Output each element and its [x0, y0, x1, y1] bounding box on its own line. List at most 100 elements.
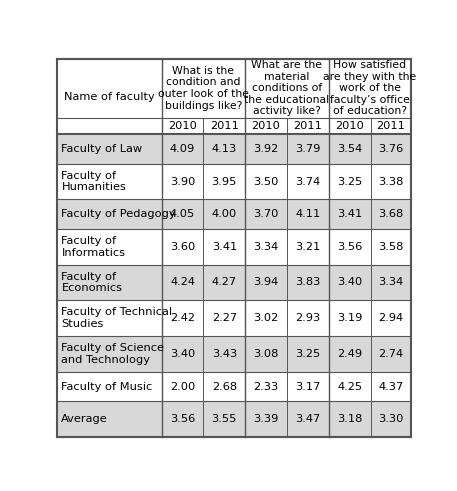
Bar	[287, 229, 329, 265]
Text: 3.55: 3.55	[212, 414, 237, 424]
Bar	[371, 199, 411, 229]
Text: 4.00: 4.00	[212, 209, 237, 219]
Text: Faculty of Technical
Studies: Faculty of Technical Studies	[61, 307, 172, 329]
Bar	[245, 59, 329, 117]
Bar	[162, 199, 203, 229]
Bar	[329, 199, 371, 229]
Bar	[329, 134, 371, 164]
Text: Average: Average	[61, 414, 108, 424]
Text: 2.68: 2.68	[212, 382, 237, 391]
Text: 3.74: 3.74	[295, 177, 320, 187]
Bar	[245, 336, 287, 372]
Text: 2.74: 2.74	[378, 349, 404, 359]
Bar	[57, 134, 411, 164]
Bar	[162, 401, 203, 437]
Bar	[329, 59, 411, 117]
Bar	[371, 300, 411, 336]
Text: 3.34: 3.34	[378, 277, 404, 288]
Text: 2.42: 2.42	[170, 313, 195, 323]
Bar	[57, 164, 411, 199]
Bar	[57, 336, 162, 372]
Bar	[287, 134, 329, 164]
Bar	[245, 134, 287, 164]
Bar	[329, 164, 371, 199]
Bar	[203, 300, 245, 336]
Bar	[57, 300, 411, 336]
Text: 2.27: 2.27	[212, 313, 237, 323]
Bar	[245, 117, 287, 134]
Bar	[57, 229, 162, 265]
Text: What are the
material
conditions of
the educational
activity like?: What are the material conditions of the …	[244, 60, 329, 116]
Bar	[57, 336, 411, 372]
Text: 2.93: 2.93	[295, 313, 320, 323]
Bar	[203, 164, 245, 199]
Text: Faculty of Music: Faculty of Music	[61, 382, 153, 391]
Text: 4.05: 4.05	[170, 209, 195, 219]
Bar	[57, 134, 162, 164]
Text: 2010: 2010	[335, 121, 364, 131]
Bar	[203, 199, 245, 229]
Text: 3.56: 3.56	[170, 414, 195, 424]
Bar	[287, 401, 329, 437]
Text: 4.27: 4.27	[212, 277, 237, 288]
Text: 3.95: 3.95	[212, 177, 237, 187]
Text: 4.13: 4.13	[212, 144, 237, 154]
Bar	[162, 300, 203, 336]
Text: 2.94: 2.94	[378, 313, 404, 323]
Bar	[287, 372, 329, 401]
Text: 3.40: 3.40	[337, 277, 362, 288]
Bar	[57, 229, 411, 265]
Bar	[162, 265, 203, 300]
Bar	[162, 59, 245, 117]
Text: 3.19: 3.19	[337, 313, 362, 323]
Text: 3.68: 3.68	[378, 209, 404, 219]
Text: 3.25: 3.25	[337, 177, 362, 187]
Bar	[245, 300, 287, 336]
Text: Name of faculty: Name of faculty	[64, 91, 155, 102]
Text: 3.58: 3.58	[378, 242, 404, 252]
Bar	[371, 164, 411, 199]
Text: Faculty of
Humanities: Faculty of Humanities	[61, 171, 126, 192]
Text: 4.24: 4.24	[170, 277, 195, 288]
Text: What is the
condition and
outer look of the
buildings like?: What is the condition and outer look of …	[158, 66, 249, 110]
Bar	[162, 372, 203, 401]
Text: 3.79: 3.79	[295, 144, 320, 154]
Bar	[245, 401, 287, 437]
Text: Faculty of
Economics: Faculty of Economics	[61, 272, 122, 293]
Text: 2.49: 2.49	[337, 349, 362, 359]
Text: 2010: 2010	[168, 121, 197, 131]
Text: 4.09: 4.09	[170, 144, 195, 154]
Text: 2011: 2011	[377, 121, 405, 131]
Text: Faculty of Pedagogy: Faculty of Pedagogy	[61, 209, 176, 219]
Bar	[329, 229, 371, 265]
Bar	[203, 401, 245, 437]
Bar	[329, 401, 371, 437]
Bar	[57, 199, 162, 229]
Bar	[287, 300, 329, 336]
Text: 3.56: 3.56	[337, 242, 362, 252]
Bar	[57, 265, 162, 300]
Text: 3.08: 3.08	[253, 349, 279, 359]
Text: 2011: 2011	[293, 121, 322, 131]
Bar	[162, 117, 203, 134]
Bar	[57, 265, 411, 300]
Bar	[329, 300, 371, 336]
Text: How satisfied
are they with the
work of the
faculty’s office
of education?: How satisfied are they with the work of …	[324, 60, 417, 116]
Bar	[57, 372, 162, 401]
Bar	[371, 265, 411, 300]
Text: 3.76: 3.76	[378, 144, 404, 154]
Bar	[245, 229, 287, 265]
Text: 3.83: 3.83	[295, 277, 320, 288]
Bar	[371, 134, 411, 164]
Bar	[57, 59, 162, 134]
Bar	[57, 372, 411, 401]
Bar	[162, 336, 203, 372]
Bar	[203, 372, 245, 401]
Bar	[287, 117, 329, 134]
Text: 3.90: 3.90	[170, 177, 195, 187]
Text: Faculty of
Informatics: Faculty of Informatics	[61, 236, 125, 258]
Text: 3.70: 3.70	[253, 209, 279, 219]
Bar	[162, 164, 203, 199]
Text: 2011: 2011	[210, 121, 239, 131]
Bar	[371, 229, 411, 265]
